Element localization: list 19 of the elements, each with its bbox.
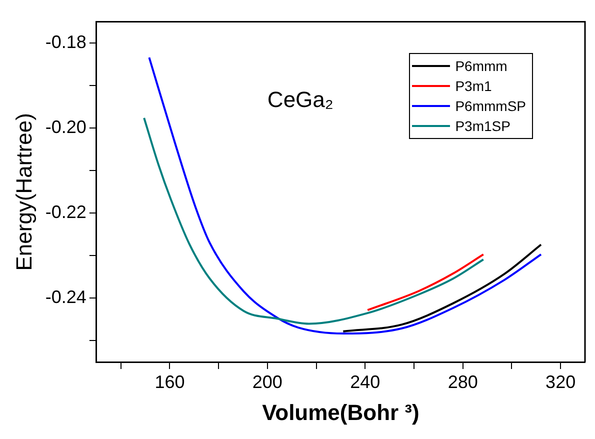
y-tick-label: -0.24 [45,287,86,308]
y-tick-label: -0.20 [45,117,86,138]
annotation: CeGa₂ [267,86,334,112]
y-axis-title: Energy(Hartree) [11,113,36,271]
legend-label: P6mmmSP [455,97,526,116]
legend-label: P6mmm [455,57,508,76]
x-tick-label: 320 [546,372,576,392]
x-axis-title: Volume(Bohr ³) [262,400,420,425]
legend-label: P3m1SP [455,117,510,136]
line-series [342,244,542,332]
x-tick-label: 200 [252,372,282,392]
legend-label: P3m1 [455,77,492,96]
line-series [148,56,542,335]
y-tick-label: -0.18 [45,32,86,52]
line-series [366,253,484,312]
x-tick-label: 240 [350,372,380,392]
x-tick-label: 160 [154,372,185,392]
y-tick-label: -0.22 [45,202,86,222]
x-tick-label: 280 [448,372,478,392]
